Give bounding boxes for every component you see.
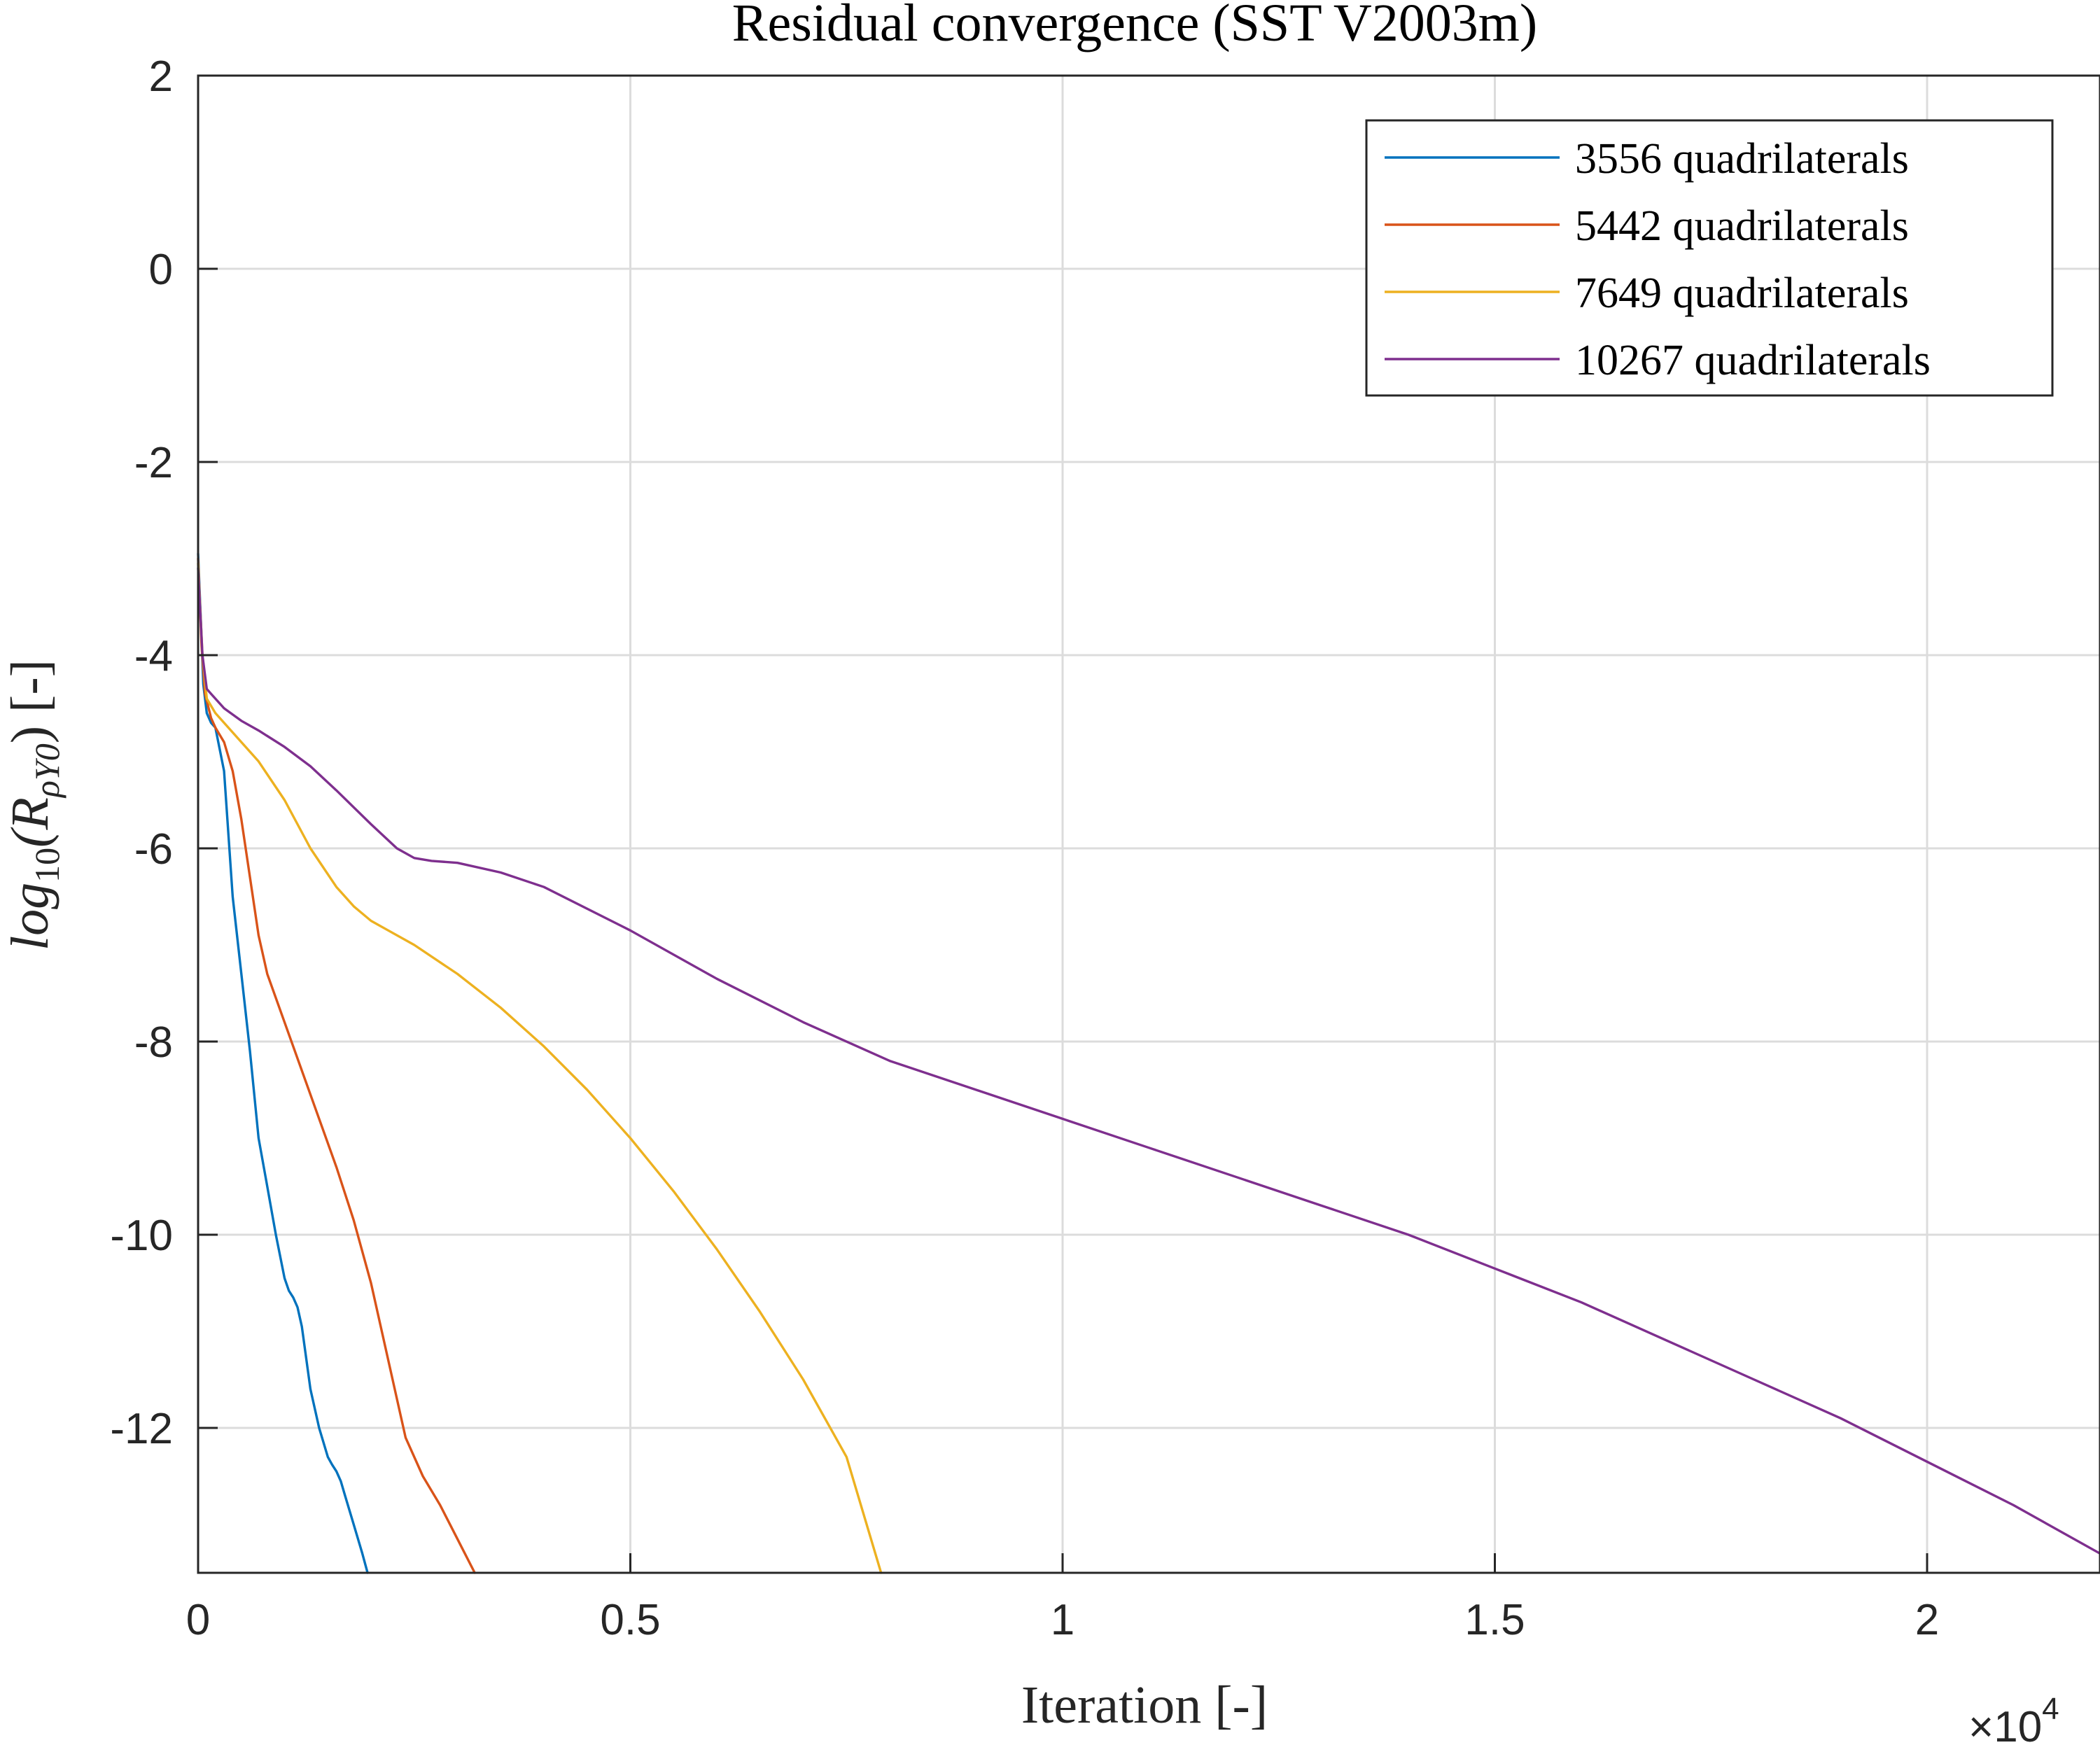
y-tick-label: -6: [134, 825, 173, 874]
x-multiplier-base: ×10: [1968, 1703, 2042, 1751]
x-tick-labels: 0 0.5 1 1.5 2: [186, 1596, 1939, 1644]
y-tick-label: -2: [134, 439, 173, 487]
y-tick-labels: 2 0 -2 -4 -6 -8 -10 -12: [110, 52, 173, 1453]
x-axis-multiplier: ×104: [1968, 1692, 2059, 1751]
legend-box: [1365, 119, 2054, 397]
x-axis-label: Iteration [-]: [1021, 1676, 1268, 1735]
x-multiplier-exponent: 4: [2042, 1692, 2059, 1726]
x-tick-label: 0: [186, 1596, 210, 1644]
y-tick-label: -10: [110, 1212, 173, 1260]
legend-label-1: 3556 quadrilaterals: [1575, 135, 1909, 183]
chart-title: Residual convergence (SST V2003m): [732, 0, 1537, 52]
y-axis-label: log10(RρY0) [-]: [1, 659, 66, 951]
y-tick-label: -12: [110, 1405, 173, 1453]
x-tick-label: 1.5: [1464, 1596, 1525, 1644]
y-label-sub-10: 10: [27, 848, 66, 883]
plot-area-frame: [197, 74, 2100, 1574]
x-tick-label: 2: [1915, 1596, 1939, 1644]
y-label-log: log: [1, 883, 59, 951]
y-label-open: (R: [1, 797, 59, 848]
legend-label-2: 5442 quadrilaterals: [1575, 202, 1909, 250]
x-tick-label: 0.5: [600, 1596, 660, 1644]
legend-label-3: 7649 quadrilaterals: [1575, 269, 1909, 317]
y-tick-label: 0: [149, 246, 173, 294]
y-axis-label-group: log10(RρY0) [-]: [1, 659, 66, 951]
y-tick-label: 2: [149, 52, 173, 101]
y-label-sub-rhoy0: ρY0: [27, 743, 66, 799]
legend-label-4: 10267 quadrilaterals: [1575, 337, 1931, 384]
series-line-2: [197, 557, 476, 1574]
legend: 3556 quadrilaterals 5442 quadrilaterals 76…: [1365, 119, 2054, 397]
series-line-4: [197, 567, 2100, 1555]
y-label-close: ) [-]: [1, 659, 59, 743]
series-layer: [197, 552, 2100, 1574]
y-tick-label: -8: [134, 1018, 173, 1067]
axis-ticks: [197, 74, 1928, 1573]
series-line-3: [197, 562, 883, 1574]
x-tick-label: 1: [1051, 1596, 1074, 1644]
y-tick-label: -4: [134, 632, 173, 680]
